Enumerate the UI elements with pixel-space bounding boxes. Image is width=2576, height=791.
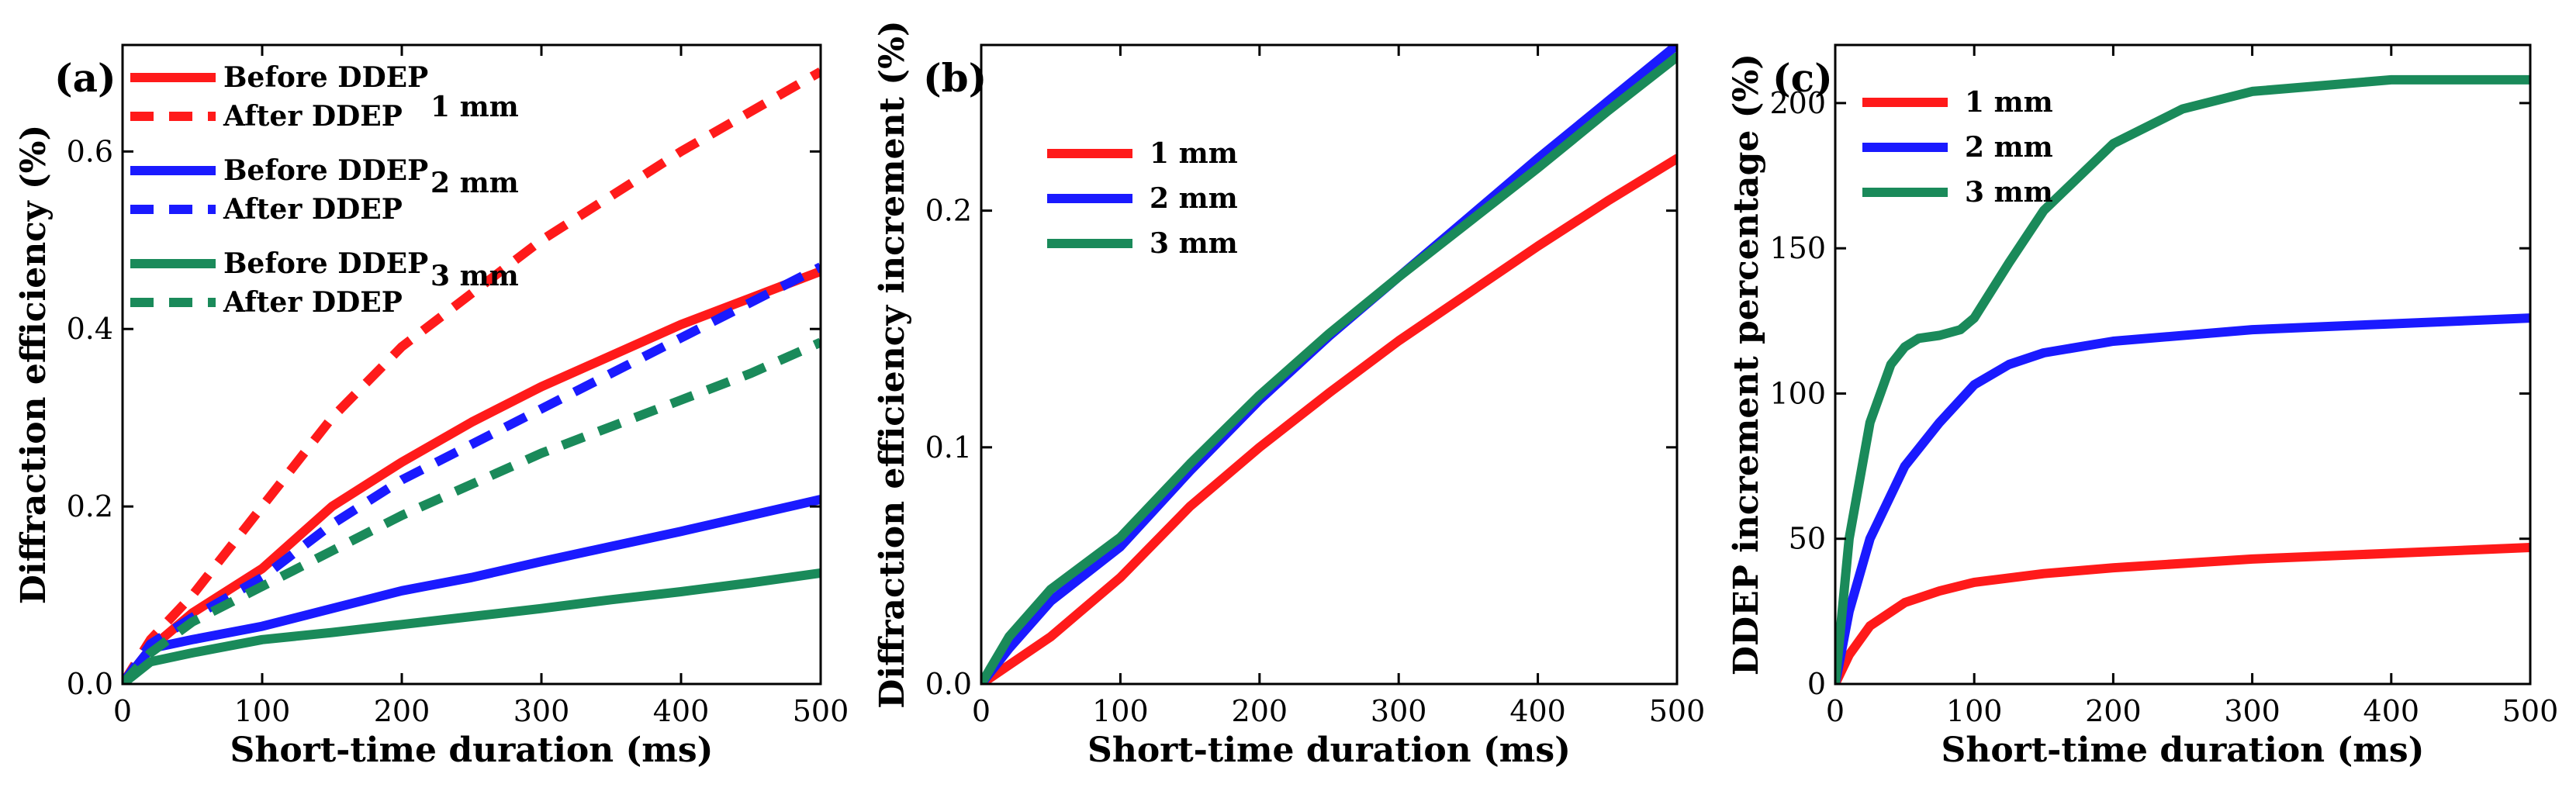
y-tick-label: 200 [1769,86,1826,120]
y-tick-label: 150 [1769,231,1826,265]
y-tick-label: 100 [1769,376,1826,410]
series-line-1-mm [981,154,1677,684]
y-tick-label: 0.6 [67,134,113,168]
plot-frame [1834,43,2532,686]
legend: 1 mm 2 mm 3 mm [1047,137,1238,260]
legend-label: Before DDEP [223,247,428,280]
y-tick-label: 0.2 [67,489,113,523]
y-tick-label: 0 [1807,667,1826,701]
series-line-3-mm [1835,74,2530,684]
legend-label: 2 mm [1150,182,1238,215]
panel-label: (b) [923,55,987,101]
y-tick-label: 0.0 [67,667,113,701]
panel-label: (c) [1772,55,1833,101]
legend-label: Before DDEP [223,61,428,94]
series-line-3mm-after-ddep [123,337,821,684]
y-tick-label: 0.1 [925,430,972,465]
y-axis-title: Diffraction efficiency (%) [14,125,54,605]
x-axis-title: Short-time duration (ms) [1942,731,2425,770]
legend-label: 1 mm [1150,137,1238,170]
y-tick-label: 0.2 [925,194,972,228]
legend: Before DDEP After DDEP Before DDEP After DD… [130,61,519,319]
series-line-1-mm [1835,543,2530,684]
y-axis-title: Diffraction efficiency increment (%) [873,20,912,708]
x-tick-label: 0 [972,694,991,728]
y-tick-label: 50 [1789,522,1826,556]
y-tick-label: 0.0 [925,667,972,701]
x-tick-label: 0 [1826,694,1845,728]
legend-label: After DDEP [223,193,403,226]
panel-a: 0 100 200 300 400 500 0.0 0.2 0.4 0.6 Short-time d… [14,43,849,770]
series-lines [123,67,821,684]
legend-label: Before DDEP [223,154,428,187]
series-lines [1835,74,2530,684]
x-tick-label: 0 [113,694,132,728]
legend-label: After DDEP [223,100,403,133]
x-tick-label: 500 [793,694,849,728]
x-tick-label: 200 [2085,694,2142,728]
legend-label: 3 mm [1150,227,1238,260]
x-axis-title: Short-time duration (ms) [1087,731,1571,770]
x-tick-label: 300 [1371,694,1427,728]
legend-label: 2 mm [1965,131,2053,164]
series-line-3mm-before-ddep [123,568,821,684]
legend-group-label: 1 mm [430,91,519,123]
x-axis-title: Short-time duration (ms) [230,731,714,770]
x-tick-label: 300 [513,694,570,728]
y-axis-title: DDEP increment percentage (%) [1727,54,1766,675]
x-tick-label: 200 [1232,694,1288,728]
legend-label: 3 mm [1965,176,2053,209]
x-tick-label: 400 [653,694,710,728]
x-tick-label: 500 [1649,694,1706,728]
series-line-2mm-after-ddep [123,262,821,684]
legend: 1 mm 2 mm 3 mm [1862,86,2053,209]
series-line-2-mm [1835,313,2530,684]
series-line-2mm-before-ddep [123,495,821,684]
plot-frame [121,43,822,686]
series-line-1mm-after-ddep [123,67,821,684]
panel-b: 0 100 200 300 400 500 0.0 0.1 0.2 Short-time dura… [873,20,1705,770]
legend-label: After DDEP [223,286,403,319]
legend-label: 1 mm [1965,86,2053,119]
series-line-3-mm [981,52,1677,684]
x-tick-label: 100 [1092,694,1149,728]
x-tick-label: 400 [2363,694,2420,728]
x-tick-label: 100 [1946,694,2003,728]
series-line-1mm-before-ddep [123,266,821,684]
plot-frame [980,43,1679,686]
x-tick-label: 300 [2224,694,2280,728]
x-tick-label: 200 [374,694,430,728]
legend-group-label: 2 mm [430,167,519,199]
series-lines [981,45,1677,684]
legend-group-label: 3 mm [430,260,519,292]
y-tick-label: 0.4 [67,312,113,346]
x-tick-label: 400 [1509,694,1566,728]
x-tick-label: 100 [234,694,291,728]
x-tick-label: 500 [2502,694,2559,728]
panel-label: (a) [54,55,116,101]
